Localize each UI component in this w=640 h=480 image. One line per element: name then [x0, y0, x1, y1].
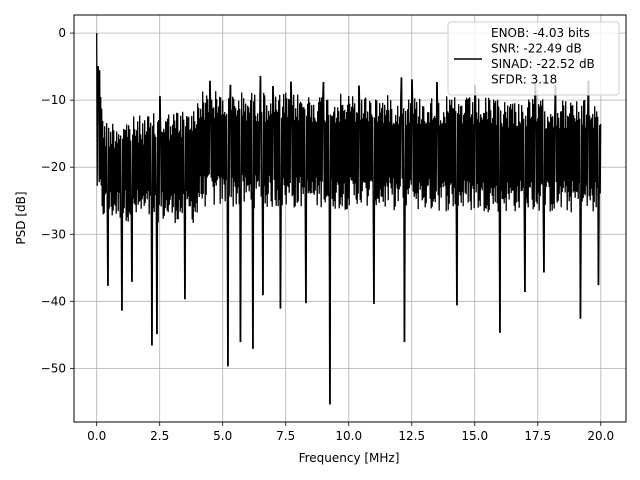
- psd-series: [96, 33, 602, 405]
- x-tick-label: 20.0: [587, 429, 614, 443]
- x-tick-label: 12.5: [398, 429, 425, 443]
- y-axis-ticks: 0 −10 −20 −30 −40 −50: [41, 26, 74, 375]
- axes-frame: [73, 14, 627, 423]
- x-tick-label: 10.0: [335, 429, 362, 443]
- x-tick-label: 17.5: [524, 429, 551, 443]
- y-tick-label: −30: [41, 227, 66, 241]
- x-tick-label: 5.0: [213, 429, 232, 443]
- x-tick-label: 2.5: [150, 429, 169, 443]
- y-axis-label: PSD [dB]: [14, 191, 28, 244]
- y-tick-label: −50: [41, 361, 66, 375]
- legend-entry-line: SNR: -22.49 dB: [491, 42, 582, 56]
- legend-entry-line: SINAD: -22.52 dB: [491, 57, 595, 71]
- legend-entry-line: SFDR: 3.18: [491, 73, 557, 87]
- y-tick-label: 0: [58, 26, 66, 40]
- legend-entry: ENOB: -4.03 bits SNR: -22.49 dB SINAD: -22…: [491, 26, 595, 87]
- y-tick-label: −10: [41, 93, 66, 107]
- legend-entry-line: ENOB: -4.03 bits: [491, 26, 590, 40]
- x-axis-ticks: 0.0 2.5 5.0 7.5 10.0 12.5 15.0 17.5 20.0: [87, 422, 614, 443]
- x-tick-label: 7.5: [276, 429, 295, 443]
- x-tick-label: 15.0: [461, 429, 488, 443]
- psd-line: [96, 33, 602, 405]
- legend: ENOB: -4.03 bits SNR: -22.49 dB SINAD: -22…: [447, 21, 620, 96]
- x-tick-label: 0.0: [87, 429, 106, 443]
- y-tick-label: −20: [41, 160, 66, 174]
- legend-box: [447, 21, 620, 96]
- y-tick-label: −40: [41, 294, 66, 308]
- x-axis-label: Frequency [MHz]: [299, 451, 400, 465]
